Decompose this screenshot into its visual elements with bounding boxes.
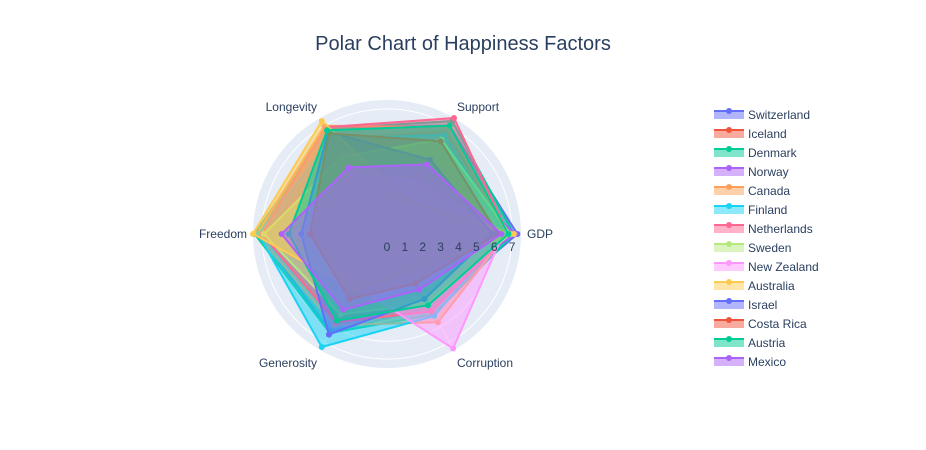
legend-item[interactable]: New Zealand: [714, 260, 819, 274]
legend-swatch[interactable]: [714, 187, 744, 195]
legend-swatch-marker: [726, 317, 732, 323]
legend-label[interactable]: Austria: [748, 336, 786, 350]
legend-swatch[interactable]: [714, 244, 744, 252]
chart-title: Polar Chart of Happiness Factors: [315, 33, 611, 55]
series-point[interactable]: [340, 306, 347, 313]
series-layer: [250, 115, 521, 352]
legend-item[interactable]: Iceland: [714, 127, 787, 141]
legend-item[interactable]: Austria: [714, 336, 786, 350]
radial-tick-label: 2: [419, 240, 426, 254]
legend-swatch-marker: [726, 127, 732, 133]
legend-swatch-marker: [726, 184, 732, 190]
series-point[interactable]: [424, 161, 431, 168]
axis-label-freedom: Freedom: [199, 227, 247, 241]
series-point[interactable]: [278, 231, 285, 237]
series-mexico[interactable]: [278, 161, 505, 313]
legend-item[interactable]: Australia: [714, 279, 795, 293]
series-point[interactable]: [498, 231, 505, 237]
series-point[interactable]: [250, 231, 256, 237]
radial-tick-label: 7: [509, 240, 516, 254]
series-point[interactable]: [345, 164, 352, 171]
axis-label-support: Support: [457, 100, 500, 114]
legend-label[interactable]: Netherlands: [748, 222, 813, 236]
legend-swatch-marker: [726, 222, 732, 228]
radial-tick-label: 1: [402, 240, 409, 254]
legend-label[interactable]: Mexico: [748, 355, 786, 369]
legend-swatch[interactable]: [714, 282, 744, 290]
series-point[interactable]: [451, 115, 457, 121]
axis-label-gdp: GDP: [527, 227, 553, 241]
series-point[interactable]: [446, 122, 453, 129]
legend-swatch[interactable]: [714, 168, 744, 176]
series-point[interactable]: [450, 345, 457, 352]
legend-swatch-marker: [726, 146, 732, 152]
series-point[interactable]: [416, 286, 423, 293]
legend-item[interactable]: Denmark: [714, 146, 798, 160]
legend-item[interactable]: Norway: [714, 165, 789, 179]
legend-swatch[interactable]: [714, 206, 744, 214]
legend-swatch-marker: [726, 108, 732, 114]
radial-tick-label: 6: [491, 240, 498, 254]
legend-label[interactable]: New Zealand: [748, 260, 819, 274]
legend-swatch[interactable]: [714, 149, 744, 157]
angular-axis-labels: GDP Support Longevity Freedom Generosity Corr…: [199, 100, 553, 370]
legend-swatch-marker: [726, 165, 732, 171]
legend-swatch-marker: [726, 336, 732, 342]
series-point[interactable]: [510, 231, 517, 237]
legend-swatch-marker: [726, 279, 732, 285]
legend-swatch-marker: [726, 203, 732, 209]
legend-item[interactable]: Sweden: [714, 241, 791, 255]
legend-swatch[interactable]: [714, 339, 744, 347]
legend-label[interactable]: Switzerland: [748, 108, 810, 122]
legend-label[interactable]: Sweden: [748, 241, 791, 255]
legend-item[interactable]: Finland: [714, 203, 787, 217]
radial-tick-label: 0: [384, 240, 391, 254]
axis-label-generosity: Generosity: [259, 356, 317, 370]
series-point[interactable]: [334, 317, 340, 324]
axis-label-corruption: Corruption: [457, 356, 513, 370]
legend-label[interactable]: Australia: [748, 279, 795, 293]
series-point[interactable]: [318, 118, 325, 124]
legend-swatch[interactable]: [714, 111, 744, 119]
axis-label-longevity: Longevity: [266, 100, 317, 114]
series-point[interactable]: [425, 302, 432, 309]
series-point[interactable]: [318, 344, 325, 350]
legend-swatch[interactable]: [714, 225, 744, 233]
legend-label[interactable]: Costa Rica: [748, 317, 807, 331]
legend-item[interactable]: Costa Rica: [714, 317, 807, 331]
legend-swatch[interactable]: [714, 320, 744, 328]
legend-label[interactable]: Norway: [748, 165, 789, 179]
legend-item[interactable]: Mexico: [714, 355, 786, 369]
legend-label[interactable]: Denmark: [748, 146, 798, 160]
legend-label[interactable]: Israel: [748, 298, 777, 312]
legend-swatch-marker: [726, 241, 732, 247]
series-point[interactable]: [505, 231, 512, 237]
legend[interactable]: Switzerland Iceland Denmark Norway Canada Fin…: [714, 108, 819, 369]
legend-swatch[interactable]: [714, 301, 744, 309]
legend-label[interactable]: Canada: [748, 184, 790, 198]
legend-item[interactable]: Switzerland: [714, 108, 810, 122]
legend-item[interactable]: Canada: [714, 184, 790, 198]
radial-tick-label: 4: [455, 240, 462, 254]
series-point[interactable]: [325, 331, 332, 338]
legend-label[interactable]: Iceland: [748, 127, 787, 141]
radial-tick-label: 3: [437, 240, 444, 254]
legend-label[interactable]: Finland: [748, 203, 787, 217]
series-point[interactable]: [324, 127, 331, 134]
radial-tick-label: 5: [473, 240, 480, 254]
legend-item[interactable]: Israel: [714, 298, 777, 312]
legend-swatch[interactable]: [714, 358, 744, 366]
legend-swatch-marker: [726, 260, 732, 266]
legend-swatch-marker: [726, 355, 732, 361]
legend-swatch[interactable]: [714, 130, 744, 138]
legend-swatch[interactable]: [714, 263, 744, 271]
legend-item[interactable]: Netherlands: [714, 222, 813, 236]
legend-swatch-marker: [726, 298, 732, 304]
